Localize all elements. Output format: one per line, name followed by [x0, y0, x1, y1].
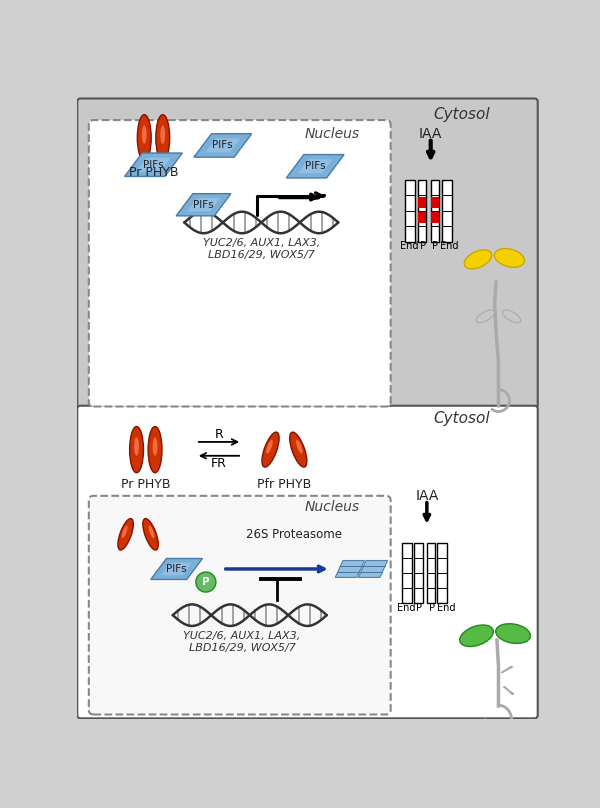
- Ellipse shape: [266, 440, 273, 454]
- Text: Cytosol: Cytosol: [433, 411, 490, 427]
- Text: PIFs: PIFs: [305, 162, 326, 171]
- Bar: [427, 543, 436, 603]
- Text: P: P: [420, 242, 426, 251]
- Ellipse shape: [134, 437, 139, 456]
- Ellipse shape: [148, 427, 162, 473]
- Text: P: P: [416, 604, 422, 613]
- Ellipse shape: [502, 310, 521, 322]
- Bar: [402, 543, 412, 603]
- Text: PIFs: PIFs: [143, 160, 164, 170]
- Ellipse shape: [149, 525, 154, 538]
- Text: LBD16/29, WOX5/7: LBD16/29, WOX5/7: [208, 250, 315, 260]
- Bar: [437, 543, 448, 603]
- Polygon shape: [286, 154, 344, 178]
- Bar: [405, 180, 415, 242]
- Polygon shape: [335, 561, 364, 578]
- Ellipse shape: [460, 625, 493, 646]
- Text: IAA: IAA: [419, 127, 442, 141]
- Polygon shape: [151, 558, 202, 579]
- Text: PIFs: PIFs: [212, 141, 233, 150]
- Ellipse shape: [137, 115, 151, 161]
- Text: R: R: [215, 427, 223, 440]
- Polygon shape: [194, 134, 251, 158]
- Ellipse shape: [152, 437, 157, 456]
- Polygon shape: [125, 153, 182, 176]
- Ellipse shape: [262, 432, 279, 467]
- Text: PIFs: PIFs: [166, 564, 187, 574]
- Bar: [418, 213, 425, 223]
- FancyBboxPatch shape: [77, 406, 538, 718]
- Ellipse shape: [494, 249, 524, 267]
- Text: IAA: IAA: [415, 489, 439, 503]
- Ellipse shape: [296, 440, 302, 454]
- Ellipse shape: [160, 125, 165, 144]
- Text: Nucleus: Nucleus: [305, 500, 360, 515]
- Text: P: P: [433, 242, 439, 251]
- Text: End: End: [437, 604, 455, 613]
- Bar: [431, 180, 439, 242]
- Text: 26S Proteasome: 26S Proteasome: [246, 528, 342, 541]
- Text: P: P: [202, 577, 209, 587]
- Bar: [418, 180, 427, 242]
- FancyBboxPatch shape: [89, 496, 391, 714]
- FancyBboxPatch shape: [89, 120, 391, 406]
- Text: LBD16/29, WOX5/7: LBD16/29, WOX5/7: [188, 642, 295, 653]
- Ellipse shape: [290, 432, 307, 467]
- Text: Nucleus: Nucleus: [305, 127, 360, 141]
- Text: End: End: [397, 604, 415, 613]
- Text: End: End: [440, 242, 458, 251]
- FancyBboxPatch shape: [77, 99, 538, 408]
- Text: FR: FR: [211, 457, 227, 470]
- Ellipse shape: [142, 125, 146, 144]
- Bar: [418, 196, 425, 208]
- Bar: [431, 213, 439, 223]
- Text: Pr PHYB: Pr PHYB: [121, 478, 170, 490]
- Text: PIFs: PIFs: [193, 200, 214, 210]
- Polygon shape: [358, 561, 388, 578]
- Polygon shape: [161, 562, 192, 575]
- Polygon shape: [136, 158, 171, 172]
- Polygon shape: [298, 159, 332, 173]
- Ellipse shape: [496, 624, 530, 643]
- Circle shape: [196, 572, 216, 592]
- Text: YUC2/6, AUX1, LAX3,: YUC2/6, AUX1, LAX3,: [184, 631, 301, 641]
- Text: P: P: [429, 604, 435, 613]
- Text: Pr PHYB: Pr PHYB: [129, 166, 178, 179]
- Polygon shape: [176, 194, 231, 216]
- Text: End: End: [400, 242, 418, 251]
- Polygon shape: [187, 198, 220, 212]
- Ellipse shape: [464, 250, 491, 269]
- Bar: [442, 180, 452, 242]
- Bar: [414, 543, 422, 603]
- Ellipse shape: [122, 525, 128, 538]
- Text: Pfr PHYB: Pfr PHYB: [257, 478, 311, 490]
- Text: Cytosol: Cytosol: [433, 107, 490, 122]
- Text: YUC2/6, AUX1, LAX3,: YUC2/6, AUX1, LAX3,: [203, 238, 320, 248]
- Ellipse shape: [118, 519, 133, 550]
- Ellipse shape: [476, 310, 494, 322]
- Ellipse shape: [130, 427, 143, 473]
- Polygon shape: [205, 138, 240, 153]
- Ellipse shape: [156, 115, 170, 161]
- Bar: [431, 196, 439, 208]
- Ellipse shape: [143, 519, 158, 550]
